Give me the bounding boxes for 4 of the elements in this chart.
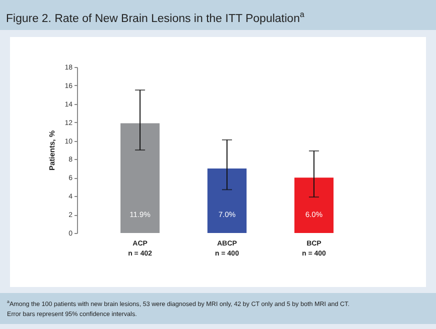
- bar: [207, 168, 247, 233]
- bar: [120, 123, 160, 233]
- bar: [294, 178, 334, 233]
- chart-title: Figure 2. Rate of New Brain Lesions in the ITT Population$^{a}$: [0, 0, 436, 30]
